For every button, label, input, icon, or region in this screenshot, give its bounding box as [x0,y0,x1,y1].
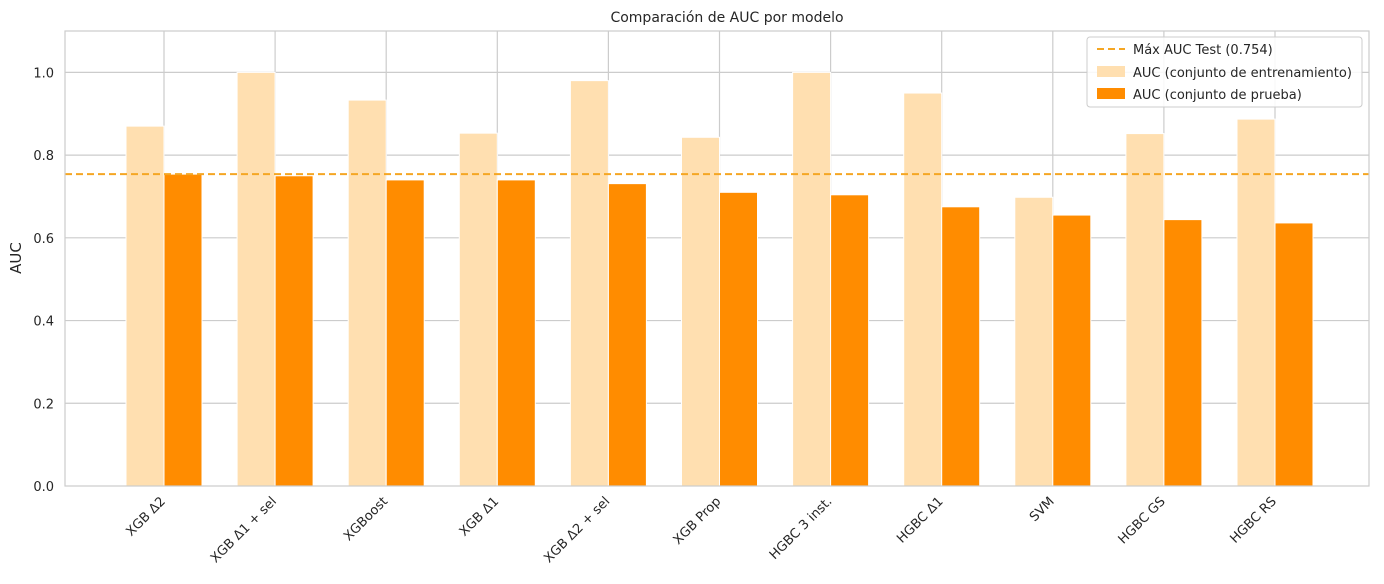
y-tick-label: 0.8 [33,149,54,164]
legend: Máx AUC Test (0.754) AUC (conjunto de ent… [1086,36,1363,108]
bar-test [830,194,870,487]
y-tick-labels: 0.0 0.2 0.4 0.6 0.8 1.0 [33,66,54,495]
x-tick-label: XGBoost [341,494,391,544]
x-tick-label: HGBC Δ1 [894,494,946,546]
legend-label-reference: Máx AUC Test (0.754) [1133,43,1273,58]
y-tick-label: 0.6 [33,232,54,247]
bar-test [941,206,981,487]
x-tick-labels: XGB Δ2 XGB Δ1 + sel XGBoost XGB Δ1 XGB Δ2 + … [123,494,1279,566]
plot-frame [64,30,1370,487]
bar-train [903,92,943,487]
bar-test [1163,219,1203,487]
bar-test [1052,214,1092,487]
y-tick-label: 0.2 [33,397,54,412]
bar-train [458,132,498,487]
x-tick-label: XGB Prop [671,494,725,548]
bar-train [236,71,276,487]
x-tick-label: HGBC 3 inst. [767,494,836,563]
x-tick-label: XGB Δ1 [457,494,502,539]
bars-layer [125,71,1314,487]
bar-train [347,99,387,487]
x-tick-label: XGB Δ2 [123,494,168,539]
bar-train [1125,133,1165,487]
bar-test [719,191,758,487]
bar-test [385,179,425,487]
y-tick-label: 0.4 [33,315,54,330]
bar-test [1274,222,1314,487]
bar-test [607,183,647,487]
legend-box [1086,36,1363,108]
x-tick-label: XGB Δ1 + sel [208,494,280,566]
legend-label-test: AUC (conjunto de prueba) [1133,88,1302,103]
y-axis-label: AUC [7,242,25,274]
legend-label-train: AUC (conjunto de entrenamiento) [1133,66,1352,81]
bar-train [681,136,720,487]
bar-test [163,173,203,487]
bar-test [496,179,536,487]
legend-swatch-test [1097,88,1125,99]
bar-test [274,175,314,487]
chart-title: Comparación de AUC por modelo [610,10,843,26]
bar-train [125,125,165,487]
bar-train [1236,118,1276,487]
x-tick-label: SVM [1027,494,1058,525]
legend-swatch-train [1097,66,1125,77]
y-tick-label: 1.0 [33,66,54,81]
x-tick-label: HGBC GS [1116,494,1169,547]
bar-train [792,71,832,487]
x-tick-label: XGB Δ2 + sel [541,494,613,566]
y-tick-label: 0.0 [33,480,54,495]
bar-train [569,80,609,487]
x-tick-label: HGBC RS [1227,494,1279,546]
bar-train [1014,196,1054,487]
